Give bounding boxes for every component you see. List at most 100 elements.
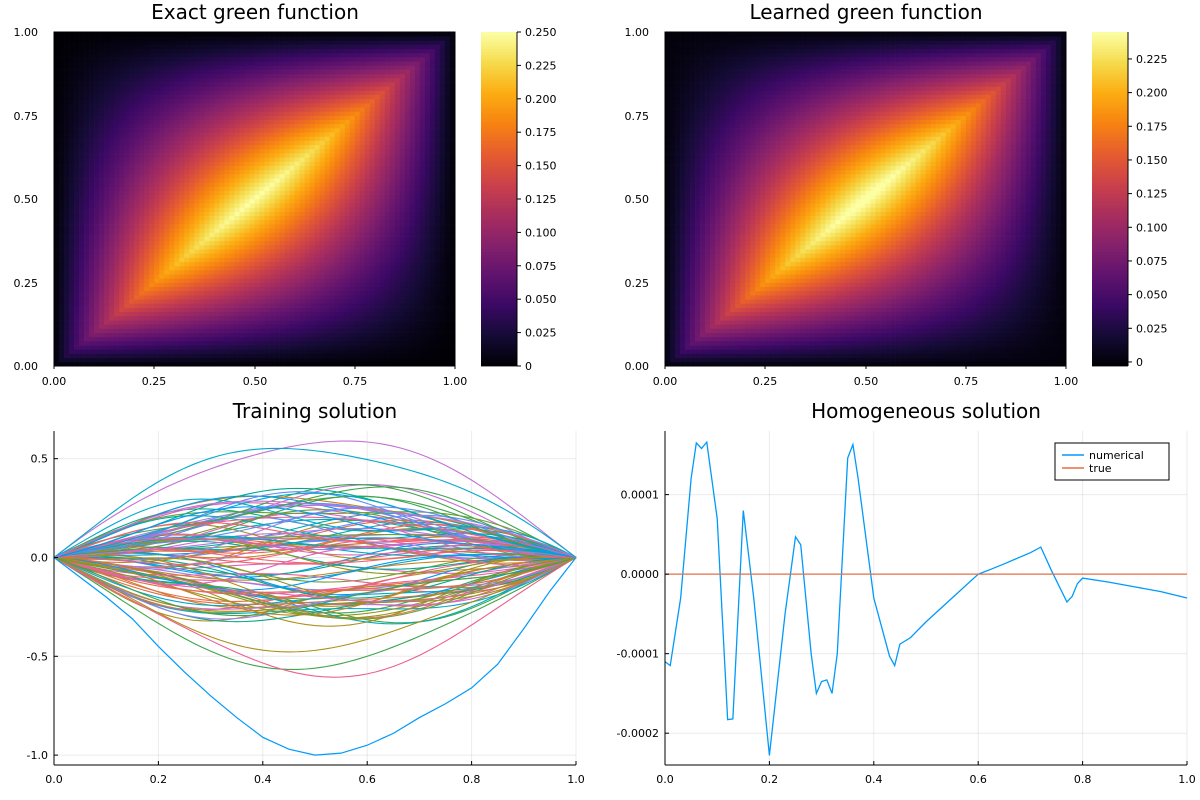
exact-cell (359, 299, 366, 304)
exact-cell (244, 269, 250, 275)
exact-cell (244, 315, 250, 321)
exact-cell (179, 345, 185, 350)
exact-cell (124, 61, 130, 66)
exact-cell (364, 349, 371, 354)
exact-cell (94, 69, 100, 75)
exact-cell (79, 144, 85, 150)
exact-cell (119, 361, 125, 367)
exact-cell (214, 65, 220, 70)
exact-cell (194, 111, 200, 116)
exact-cell (264, 190, 270, 196)
exact-cell (234, 161, 240, 166)
exact-cell (214, 165, 220, 171)
exact-cell (254, 90, 260, 95)
exact-cell (54, 36, 60, 41)
exact-cell (304, 107, 310, 112)
exact-cell (144, 228, 150, 233)
exact-cell (234, 173, 240, 179)
exact-cell (234, 169, 240, 175)
exact-cell (124, 194, 130, 200)
exact-cell (159, 261, 165, 267)
exact-cell (184, 240, 190, 246)
exact-cell (119, 315, 125, 321)
exact-cell (234, 295, 240, 300)
exact-cell (159, 123, 165, 129)
exact-cell (299, 86, 305, 91)
exact-cell (154, 203, 160, 208)
exact-cell (254, 232, 260, 237)
exact-cell (254, 157, 260, 162)
exact-cell (194, 269, 200, 275)
exact-cell (69, 211, 75, 217)
exact-cell (289, 65, 295, 70)
exact-cell (329, 40, 336, 45)
exact-cell (299, 57, 305, 62)
exact-cell (159, 86, 165, 91)
exact-cell (259, 48, 265, 54)
exact-cell (339, 40, 346, 45)
exact-cell (249, 224, 255, 229)
exact-cell (124, 69, 130, 75)
exact-cell (179, 278, 185, 283)
exact-cell (259, 307, 265, 313)
exact-cell (159, 219, 165, 225)
exact-cell (149, 282, 155, 288)
exact-cell (299, 40, 305, 45)
exact-cell (64, 261, 70, 267)
exact-cell (329, 286, 336, 292)
exact-cell (104, 345, 110, 350)
exact-cell (54, 249, 60, 254)
exact-cell (279, 244, 285, 250)
exact-cell (79, 173, 85, 179)
exact-cell (129, 48, 135, 54)
exact-cell (329, 44, 336, 50)
exact-cell (54, 161, 60, 166)
exact-cell (244, 215, 250, 221)
exact-cell (249, 190, 255, 196)
exact-cell (174, 244, 180, 250)
exact-cell (129, 315, 135, 321)
exact-cell (59, 136, 65, 141)
exact-cell (214, 161, 220, 166)
exact-cell (359, 324, 366, 329)
exact-cell (259, 165, 265, 171)
exact-cell (84, 132, 90, 137)
exact-cell (69, 244, 75, 250)
exact-cell (294, 244, 300, 250)
exact-cell (364, 353, 371, 358)
exact-cell (124, 340, 130, 346)
exact-cell (99, 132, 105, 137)
exact-cell (94, 207, 100, 212)
exact-cell (129, 278, 135, 283)
exact-cell (64, 274, 70, 279)
exact-cell (134, 98, 140, 104)
exact-cell (329, 144, 336, 150)
exact-cell (204, 36, 210, 41)
exact-cell (144, 357, 150, 363)
exact-cell (354, 161, 361, 166)
exact-cell (124, 169, 130, 175)
exact-cell (174, 94, 180, 100)
exact-cell (54, 307, 60, 313)
exact-cell (274, 240, 280, 246)
exact-cell (119, 128, 125, 133)
exact-cell (159, 215, 165, 221)
exact-cell (189, 332, 195, 338)
exact-cell (239, 328, 245, 333)
exact-cell (129, 57, 135, 62)
exact-cell (334, 36, 341, 41)
exact-cell (194, 215, 200, 221)
exact-cell (219, 349, 225, 354)
exact-cell (94, 324, 100, 329)
exact-cell (139, 274, 145, 279)
exact-cell (149, 357, 155, 363)
exact-cell (54, 165, 60, 171)
exact-cell (74, 36, 80, 41)
exact-cell (324, 282, 331, 288)
exact-cell (244, 77, 250, 83)
exact-cell (179, 111, 185, 116)
exact-cell (289, 136, 295, 141)
exact-cell (324, 132, 331, 137)
exact-cell (79, 286, 85, 292)
exact-cell (94, 36, 100, 41)
